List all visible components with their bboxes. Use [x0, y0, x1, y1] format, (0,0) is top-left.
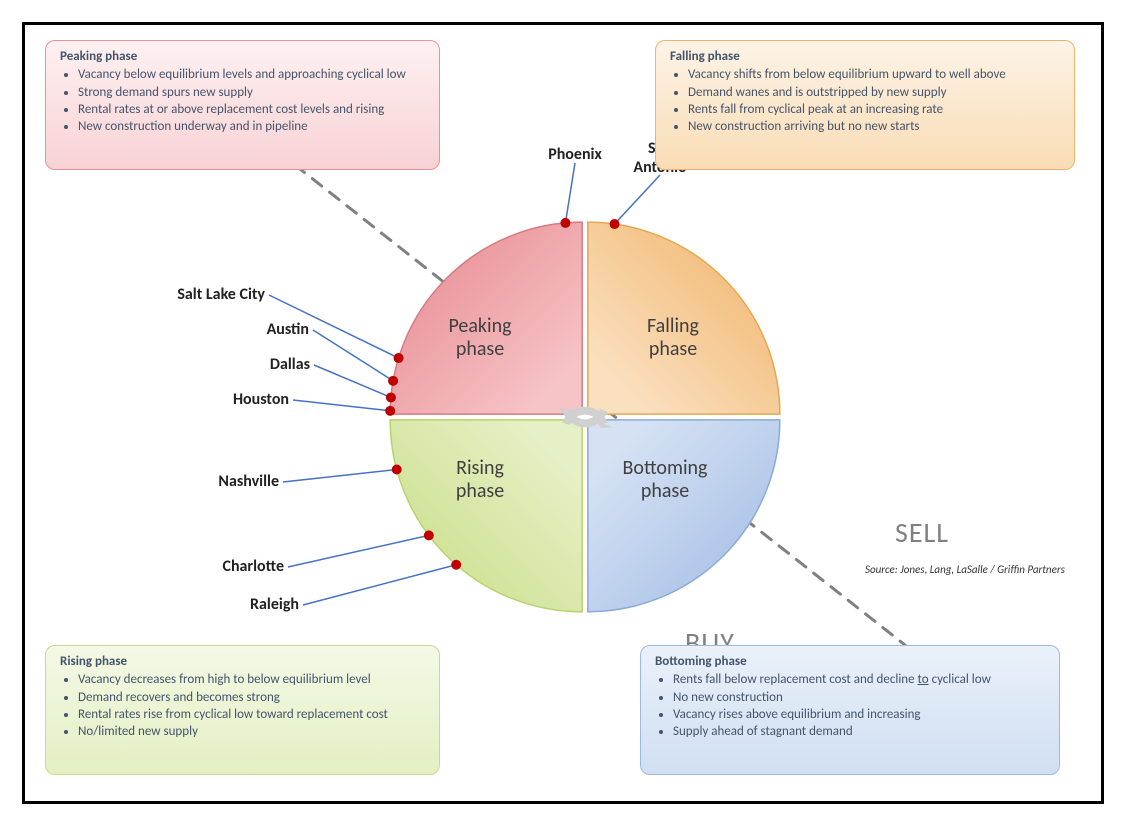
city-marker [451, 560, 461, 570]
info-box-item: New construction underway and in pipelin… [78, 119, 425, 135]
leader-line [615, 175, 660, 224]
city-marker [424, 530, 434, 540]
info-box-item: Strong demand spurs new supply [78, 85, 425, 101]
info-box-item: No new construction [673, 690, 1045, 706]
info-box-item: Vacancy rises above equilibrium and incr… [673, 707, 1045, 723]
leader-line [293, 400, 390, 411]
city-marker [386, 392, 396, 402]
city-label: Nashville [109, 472, 279, 491]
quadrant-peaking [390, 222, 582, 414]
info-box-rising: Rising phase Vacancy decreases from high … [45, 645, 440, 775]
quadrant-falling [588, 222, 780, 414]
city-marker [392, 465, 402, 475]
city-label: Salt Lake City [95, 285, 265, 304]
source-citation: Source: Jones, Lang, LaSalle / Griffin P… [865, 563, 1065, 576]
info-box-falling: Falling phase Vacancy shifts from below e… [655, 40, 1075, 170]
city-marker [560, 218, 570, 228]
city-label: Dallas [140, 355, 310, 374]
city-marker [388, 376, 398, 386]
canvas: PhoenixSanAntonioSalt Lake CityAustinDal… [0, 0, 1126, 826]
info-box-item: Vacancy below equilibrium levels and app… [78, 67, 425, 83]
info-box-title: Peaking phase [60, 49, 425, 65]
info-box-item: Rental rates at or above replacement cos… [78, 102, 425, 118]
leader-line [565, 163, 575, 223]
leader-line [288, 535, 429, 567]
info-box-list: Rents fall below replacement cost and de… [655, 672, 1045, 740]
leader-line [314, 365, 391, 397]
info-box-item: Rents fall below replacement cost and de… [673, 672, 1045, 688]
city-marker [610, 219, 620, 229]
info-box-item: New construction arriving but no new sta… [688, 119, 1060, 135]
city-label: Austin [139, 320, 309, 339]
info-box-item: Rental rates rise from cyclical low towa… [78, 707, 425, 723]
info-box-list: Vacancy below equilibrium levels and app… [60, 67, 425, 135]
sell-label: SELL [895, 515, 949, 550]
diagram-frame: PhoenixSanAntonioSalt Lake CityAustinDal… [22, 22, 1104, 804]
info-box-list: Vacancy decreases from high to below equ… [60, 672, 425, 740]
quadrant-rising [390, 420, 582, 612]
info-box-title: Rising phase [60, 654, 425, 670]
quadrant-bottoming [588, 420, 780, 612]
leader-line [313, 330, 393, 381]
info-box-item: Rents fall from cyclical peak at an incr… [688, 102, 1060, 118]
city-marker [394, 353, 404, 363]
city-label: Raleigh [129, 595, 299, 614]
info-box-item: No/limited new supply [78, 724, 425, 740]
info-box-peaking: Peaking phase Vacancy below equilibrium l… [45, 40, 440, 170]
city-label: Charlotte [114, 557, 284, 576]
info-box-item: Vacancy decreases from high to below equ… [78, 672, 425, 688]
info-box-bottoming: Bottoming phase Rents fall below replacem… [640, 645, 1060, 775]
info-box-item: Supply ahead of stagnant demand [673, 724, 1045, 740]
city-label: Phoenix [530, 145, 620, 164]
leader-line [303, 565, 456, 605]
info-box-item: Vacancy shifts from below equilibrium up… [688, 67, 1060, 83]
city-label: Houston [119, 390, 289, 409]
city-marker [385, 406, 395, 416]
leader-line [283, 470, 397, 482]
info-box-item: Demand wanes and is outstripped by new s… [688, 85, 1060, 101]
info-box-item: Demand recovers and becomes strong [78, 690, 425, 706]
info-box-title: Falling phase [670, 49, 1060, 65]
diagram-stage: PhoenixSanAntonioSalt Lake CityAustinDal… [25, 25, 1101, 801]
info-box-list: Vacancy shifts from below equilibrium up… [670, 67, 1060, 135]
info-box-title: Bottoming phase [655, 654, 1045, 670]
